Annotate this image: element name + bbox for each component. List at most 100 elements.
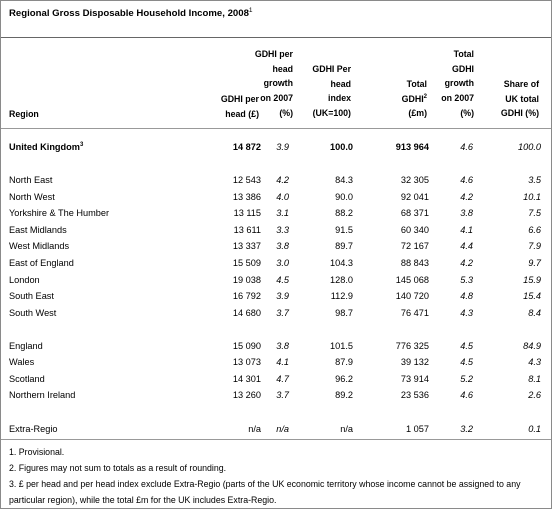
gdhi-index-cell: 91.5 [335, 225, 353, 235]
header-gdhi-growth: GDHI per head growth on 2007 (%) [255, 47, 293, 121]
gdhi-growth-cell: 4.1 [276, 357, 289, 367]
gdhi-growth-cell: 3.0 [276, 258, 289, 268]
table-row: West Midlands 13 337 3.8 89.7 72 167 4.4 7.9 [1, 241, 553, 257]
gdhi-per-head-cell: 13 611 [233, 225, 261, 235]
total-growth-cell: 4.2 [460, 192, 473, 202]
header-line: (£m) [408, 108, 427, 119]
footnote-3: 3. £ per head and per head index exclude… [9, 479, 521, 505]
total-gdhi-cell: 140 720 [395, 291, 429, 301]
table-row: East Midlands 13 611 3.3 91.5 60 340 4.1 6.6 [1, 225, 553, 241]
region-cell: South West [9, 308, 56, 318]
region-name: Wales [9, 357, 35, 367]
gdhi-per-head-cell: 14 301 [232, 374, 261, 384]
table-row: Northern Ireland 13 260 3.7 89.2 23 536 4.6 2.… [1, 390, 553, 406]
region-name: Yorkshire & The Humber [9, 208, 110, 218]
region-name: South West [9, 308, 57, 318]
total-growth-cell: 4.5 [460, 341, 473, 351]
gdhi-index-cell: 90.0 [335, 192, 353, 202]
gdhi-growth-cell: 3.9 [276, 291, 289, 301]
gdhi-growth-cell: 3.7 [276, 308, 289, 318]
gdhi-index-cell: 101.5 [330, 341, 353, 351]
gdhi-growth-cell: 4.7 [276, 374, 289, 384]
table-row: Scotland 14 301 4.7 96.2 73 914 5.2 8.1 [1, 374, 553, 390]
table-row: Yorkshire & The Humber 13 115 3.1 88.2 68 37… [1, 208, 553, 224]
gdhi-growth-cell: 3.7 [276, 390, 289, 400]
region-name: England [9, 341, 43, 351]
region-cell: East of England [9, 258, 74, 268]
header-share: Share of UK total GDHI (%) [501, 77, 539, 121]
total-gdhi-cell: 92 041 [400, 192, 429, 202]
gdhi-per-head-cell: 14 680 [232, 308, 261, 318]
total-gdhi-footnote-marker: 2 [423, 93, 427, 100]
total-growth-cell: 3.2 [460, 424, 473, 434]
region-cell: United Kingdom3 [9, 142, 83, 152]
share-cell: 0.1 [528, 424, 541, 434]
total-gdhi-cell: 68 371 [400, 208, 429, 218]
header-total-growth: Total GDHI growth on 2007 (%) [441, 47, 474, 121]
gdhi-per-head-cell: 12 543 [232, 175, 261, 185]
header-line: (%) [460, 107, 474, 118]
gdhi-growth-cell: 3.8 [276, 241, 289, 251]
table-row: East of England 15 509 3.0 104.3 88 843 4.2 9.… [1, 258, 553, 274]
footnote-2: 2. Figures may not sum to totals as a re… [9, 463, 227, 473]
gdhi-growth-cell: 3.3 [276, 225, 289, 235]
total-gdhi-cell: 76 471 [400, 308, 429, 318]
region-cell: Wales [9, 357, 34, 367]
table-row: England 15 090 3.8 101.5 776 325 4.5 84.9 [1, 341, 553, 357]
gdhi-index-cell: 100.0 [330, 142, 353, 152]
header-line: on 2007 [441, 93, 474, 104]
header-line: (%) [279, 107, 293, 118]
header-line: head [272, 63, 293, 74]
table-row: Wales 13 073 4.1 87.9 39 132 4.5 4.3 [1, 357, 553, 373]
share-cell: 3.5 [528, 175, 541, 185]
header-region: Region [9, 109, 39, 119]
region-cell: North East [9, 175, 52, 185]
region-name: East Midlands [9, 225, 67, 235]
footer-rule [1, 439, 551, 440]
share-cell: 2.6 [528, 390, 541, 400]
total-gdhi-cell: 32 305 [400, 175, 429, 185]
header-line: GDHI (%) [500, 108, 539, 119]
region-cell: North West [9, 192, 55, 202]
total-growth-cell: 4.2 [460, 258, 473, 268]
gdhi-index-cell: 87.9 [335, 357, 353, 367]
gdhi-index-cell: 98.7 [335, 308, 353, 318]
total-gdhi-cell: 72 167 [400, 241, 429, 251]
gdhi-growth-cell: 4.0 [276, 192, 289, 202]
header-line: Total [406, 79, 427, 89]
region-cell: Extra-Regio [9, 424, 58, 434]
share-cell: 6.6 [528, 225, 541, 235]
gdhi-per-head-cell: 13 260 [232, 390, 261, 400]
top-rule [1, 37, 551, 38]
region-name: East of England [9, 258, 74, 268]
total-growth-cell: 4.6 [460, 390, 473, 400]
header-line: (UK=100) [312, 108, 351, 119]
gdhi-per-head-cell: 15 090 [232, 341, 261, 351]
region-name: Northern Ireland [9, 390, 76, 400]
title-text: Regional Gross Disposable Household Inco… [9, 8, 249, 19]
table-row: South East 16 792 3.9 112.9 140 720 4.8 15.4 [1, 291, 553, 307]
total-growth-cell: 4.4 [460, 241, 473, 251]
region-name: North East [9, 175, 53, 185]
gdhi-per-head-cell: 13 073 [232, 357, 261, 367]
total-gdhi-cell: 1 057 [406, 424, 429, 434]
total-growth-cell: 5.3 [460, 275, 473, 285]
total-gdhi-cell: 23 536 [400, 390, 429, 400]
header-line: GDHI2 [402, 92, 427, 107]
gdhi-per-head-cell: 15 509 [232, 258, 261, 268]
total-gdhi-cell: 73 914 [400, 374, 429, 384]
table-row: Extra-Regio n/a n/a n/a 1 057 3.2 0.1 [1, 424, 553, 440]
share-cell: 100.0 [518, 142, 541, 152]
share-cell: 4.3 [528, 357, 541, 367]
header-line-text: GDHI [401, 93, 424, 104]
share-cell: 7.5 [528, 208, 541, 218]
share-cell: 8.4 [528, 308, 541, 318]
header-line: Share of [503, 79, 539, 89]
header-line: GDHI per [254, 49, 293, 59]
table-row: North East 12 543 4.2 84.3 32 305 4.6 3.5 [1, 175, 553, 191]
table-row: North West 13 386 4.0 90.0 92 041 4.2 10.1 [1, 192, 553, 208]
region-cell: Northern Ireland [9, 390, 75, 400]
gdhi-growth-cell: 4.2 [276, 175, 289, 185]
gdhi-index-cell: 89.7 [335, 241, 353, 251]
